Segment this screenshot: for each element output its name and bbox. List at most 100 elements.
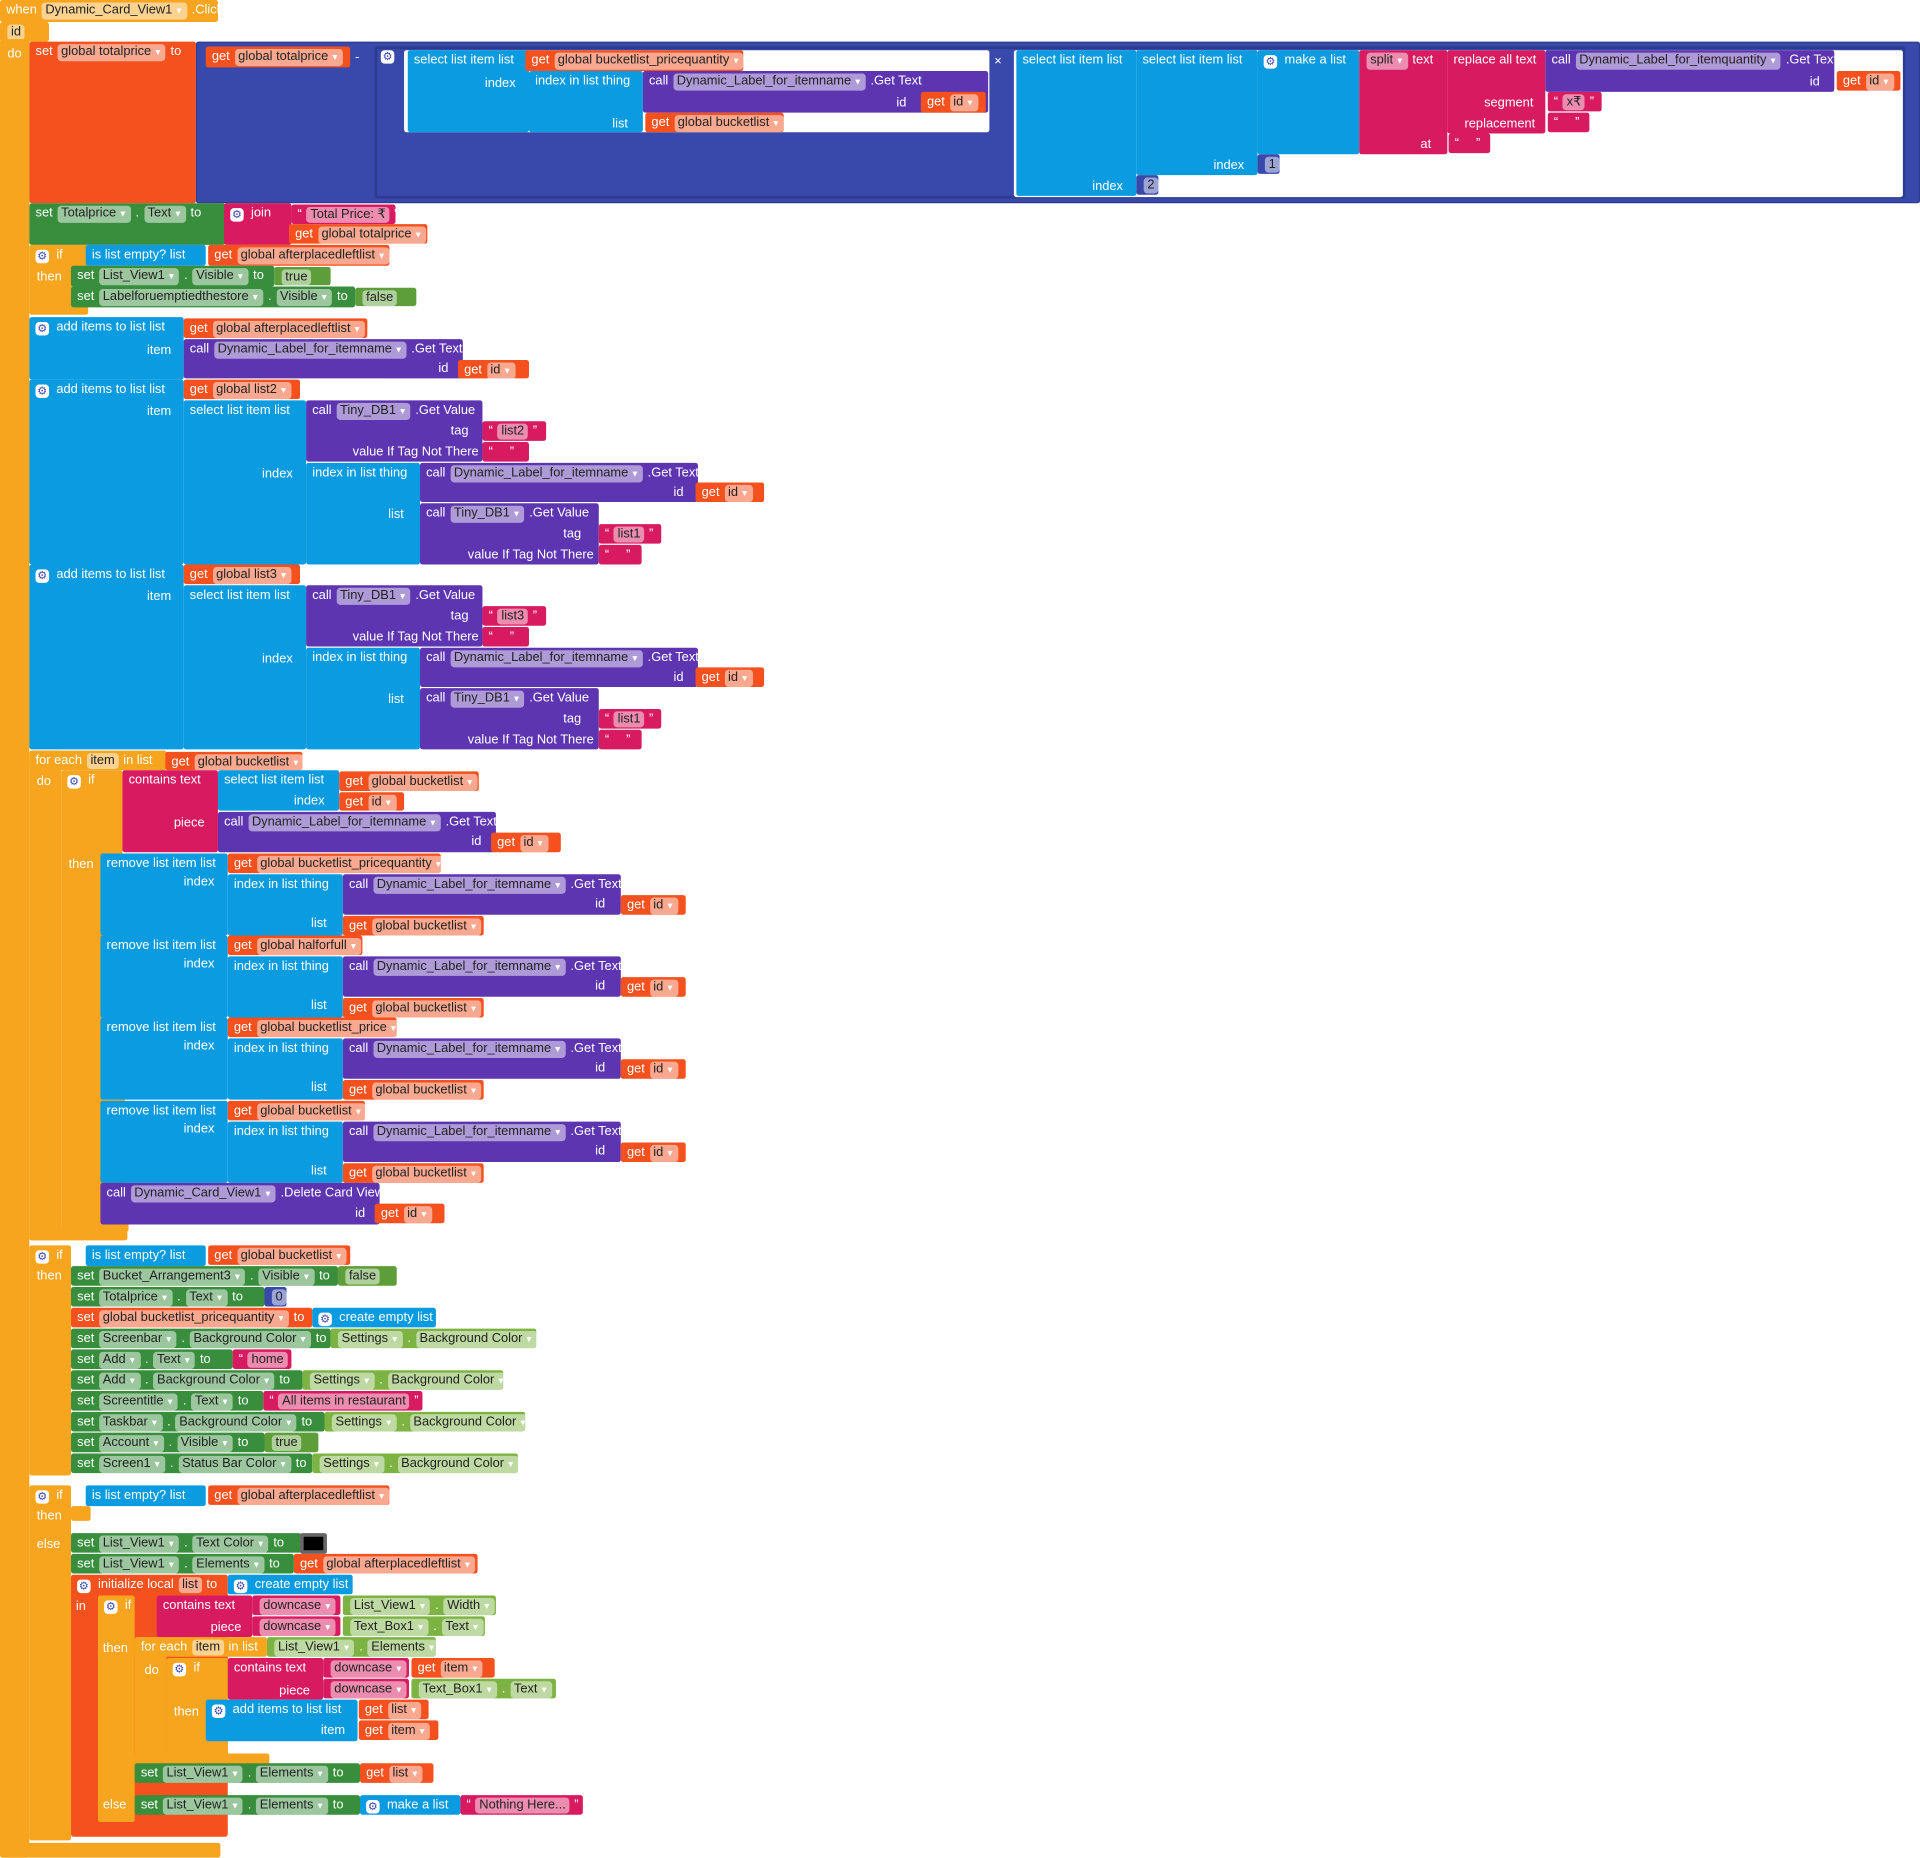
dropdown-field[interactable]: Add [99,1351,141,1369]
dropdown-field[interactable]: Background Color [397,1455,519,1474]
dropdown-field[interactable]: Dynamic_Label_for_itemname [373,958,566,976]
dropdown-field[interactable]: Dynamic_Label_for_itemname [450,650,643,668]
set-block[interactable] [29,41,196,204]
dropdown-field[interactable]: Add [99,1372,141,1390]
contains-block[interactable] [227,1657,324,1700]
dropdown-field[interactable]: global bucketlist [371,1165,482,1183]
dropdown-field[interactable]: Background Color [175,1414,297,1432]
mutator-gear-icon[interactable]: ⚙ [35,322,49,336]
dropdown-field[interactable]: downcase [330,1681,407,1699]
dropdown-field[interactable]: global bucketlist_pricequantity [99,1310,289,1328]
dropdown-field[interactable]: Text [143,205,186,223]
dropdown-field[interactable]: List_View1 [99,1556,180,1574]
dropdown-field[interactable]: Elements [256,1797,328,1815]
dropdown-field[interactable]: downcase [259,1597,336,1616]
dropdown-field[interactable]: Account [99,1435,164,1453]
dropdown-field[interactable]: split [1366,52,1408,70]
initialize-local-bottom[interactable] [71,1826,228,1837]
dropdown-field[interactable]: id [367,794,397,812]
dropdown-field[interactable]: id [649,1144,678,1163]
remove-block[interactable] [100,935,228,1018]
dropdown-field[interactable]: List_View1 [99,1535,180,1553]
dropdown-field[interactable]: Text [441,1618,484,1636]
is-empty-block[interactable] [85,1245,206,1267]
dropdown-field[interactable]: global list2 [212,382,292,400]
dropdown-field[interactable]: item [440,1660,483,1678]
mutator-gear-icon[interactable]: ⚙ [104,1600,118,1614]
dropdown-field[interactable]: Tiny_DB1 [336,402,411,421]
mutator-gear-icon[interactable]: ⚙ [35,1250,49,1264]
empty-str-block[interactable] [1448,133,1491,154]
dropdown-field[interactable]: Bucket_Arrangement3 [99,1268,246,1286]
dropdown-field[interactable]: global list3 [212,566,292,585]
event-do-arm[interactable] [0,39,30,1858]
mutator-gear-icon[interactable]: ⚙ [211,1704,226,1718]
dropdown-field[interactable]: Visible [276,288,333,307]
is-empty-block[interactable] [85,244,206,266]
select-block[interactable] [183,400,307,565]
dropdown-field[interactable]: id [649,979,678,997]
index-in-list-block[interactable] [528,71,643,133]
replace-block[interactable] [1447,50,1546,134]
mutator-gear-icon[interactable]: ⚙ [1263,55,1278,69]
dropdown-field[interactable]: List_View1 [99,268,180,286]
make-list-block[interactable] [360,1795,461,1815]
dropdown-field[interactable]: Dynamic_Label_for_itemname [373,876,566,894]
dropdown-field[interactable]: global afterplacedleftlist [322,1556,476,1574]
dropdown-field[interactable]: Status Bar Color [178,1455,291,1474]
dropdown-field[interactable]: Text [191,1393,234,1411]
dropdown-field[interactable]: Text [510,1681,553,1699]
dropdown-field[interactable]: list [388,1765,423,1783]
dropdown-field[interactable]: Tiny_DB1 [450,505,525,523]
mutator-gear-icon[interactable]: ⚙ [35,569,49,583]
empty-str-block[interactable] [598,544,642,565]
select-block[interactable] [183,585,307,750]
dropdown-field[interactable]: Text_Box1 [418,1681,498,1699]
dropdown-field[interactable]: Elements [256,1765,328,1783]
dropdown-field[interactable]: id [649,897,678,915]
dropdown-field[interactable]: global bucketlist_price [256,1020,402,1038]
dropdown-field[interactable]: Dynamic_Card_View1 [41,2,187,20]
contains-block[interactable] [122,770,218,853]
mutator-gear-icon[interactable]: ⚙ [230,208,244,222]
dropdown-field[interactable]: List_View1 [162,1765,243,1783]
remove-block[interactable] [100,1100,228,1183]
dropdown-field[interactable]: global totalprice [57,44,166,62]
dropdown-field[interactable]: global bucketlist [367,773,478,792]
dropdown-field[interactable]: Text [153,1351,196,1369]
create-empty-block[interactable] [227,1574,353,1595]
add-items-block[interactable] [205,1699,358,1742]
dropdown-field[interactable]: global bucketlist [256,1103,367,1121]
mutator-gear-icon[interactable]: ⚙ [380,50,395,64]
dropdown-field[interactable]: id [649,1061,678,1079]
dropdown-field[interactable]: Background Color [415,1331,537,1349]
add-items-block[interactable] [29,564,184,750]
dropdown-field[interactable]: id [403,1206,432,1224]
dropdown-field[interactable]: Visible [258,1268,315,1286]
empty-str-block[interactable] [482,626,529,647]
dropdown-field[interactable]: List_View1 [274,1639,355,1657]
dropdown-field[interactable]: Dynamic_Label_for_itemname [373,1040,566,1058]
index-in-list-block[interactable] [227,956,343,1018]
dropdown-field[interactable]: global halforfull [256,937,362,956]
dropdown-field[interactable]: Totalprice [57,205,131,223]
dropdown-field[interactable]: Dynamic_Label_for_itemname [373,1124,566,1142]
index-in-list-block[interactable] [227,874,343,936]
mutator-gear-icon[interactable]: ⚙ [366,1800,380,1814]
dropdown-field[interactable]: Text_Box1 [350,1618,429,1636]
add-items-block[interactable] [29,317,184,380]
index-in-list-block[interactable] [306,647,421,750]
dropdown-field[interactable]: Taskbar [99,1414,163,1432]
select-block[interactable] [1136,50,1258,176]
dropdown-field[interactable]: global afterplacedleftlist [212,320,366,338]
index-in-list-block[interactable] [227,1038,343,1100]
dropdown-field[interactable]: id [724,669,753,687]
dropdown-field[interactable]: Screenbar [99,1331,177,1349]
for-each-bottom[interactable] [134,1753,270,1765]
empty-str-block[interactable] [598,729,642,750]
dropdown-field[interactable]: Background Color [409,1414,531,1432]
dropdown-field[interactable]: id [949,94,978,112]
dropdown-field[interactable]: Tiny_DB1 [450,690,525,708]
dropdown-field[interactable]: Settings [319,1455,385,1474]
